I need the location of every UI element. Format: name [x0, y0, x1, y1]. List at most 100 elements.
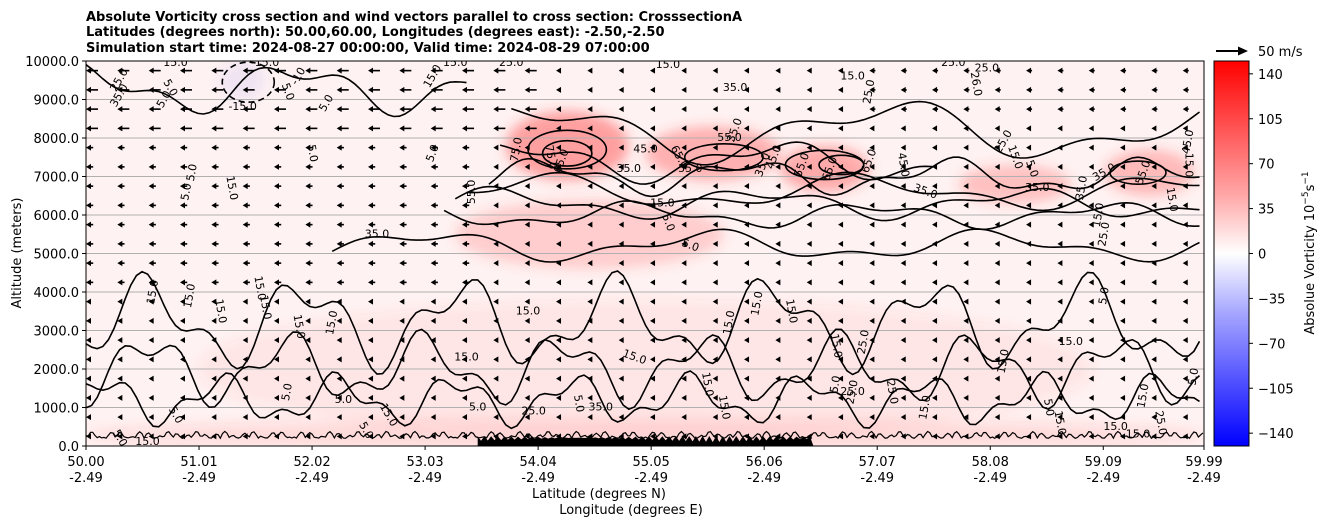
wind-vector-246 — [1026, 317, 1032, 324]
x-tick-label-lat: 59.09 — [1085, 455, 1122, 470]
wind-vector-647 — [1182, 106, 1189, 113]
wind-vector-177 — [1120, 356, 1126, 363]
wind-vector-589 — [493, 125, 506, 132]
wind-vector-428 — [1088, 221, 1094, 228]
contour-label: 55.0 — [717, 131, 742, 144]
wind-vector-568 — [963, 144, 969, 151]
contour-ring-4 — [818, 154, 865, 176]
wind-vector-421 — [869, 221, 875, 228]
wind-vector-534 — [1026, 163, 1032, 170]
wind-vector-282 — [1026, 298, 1032, 305]
wind-vector-477 — [368, 183, 376, 190]
wind-vector-204 — [838, 337, 844, 344]
wind-vector-455 — [806, 202, 812, 209]
wind-vector-515 — [430, 163, 438, 170]
wind-vector-704 — [712, 67, 718, 74]
wind-vector-673 — [869, 86, 876, 93]
wind-vector-389 — [994, 240, 1000, 247]
wind-vector-101 — [994, 394, 1000, 401]
wind-vector-138 — [1026, 375, 1032, 382]
contour-label: 5.0 — [659, 212, 677, 233]
wind-vector-695 — [430, 67, 443, 74]
wind-vector-411 — [556, 221, 562, 228]
contour-ring-1 — [541, 139, 593, 167]
wind-vector-607 — [1057, 125, 1063, 132]
wind-vector-300 — [462, 279, 470, 286]
wind-vector-217 — [117, 317, 123, 324]
wind-vector-210 — [1026, 337, 1032, 344]
wind-vector-625 — [493, 106, 506, 113]
wind-vector-92 — [712, 394, 718, 401]
wind-vector-181 — [117, 337, 123, 344]
wind-vector-251 — [1182, 317, 1188, 324]
horizontal-gridlines — [86, 61, 1204, 446]
wind-vector-709 — [869, 67, 876, 74]
contour-label: 15.0 — [840, 69, 865, 82]
contour-label: 75.0 — [542, 144, 559, 170]
wind-vector-671 — [806, 86, 812, 93]
wind-vector-302 — [524, 279, 530, 286]
wind-vector-327 — [180, 260, 188, 267]
wind-vector-345 — [744, 260, 750, 267]
wind-vector-166 — [775, 356, 781, 363]
wind-vector-315 — [932, 279, 938, 286]
wind-vector-418 — [775, 221, 781, 228]
contour-label: 15.0 — [1135, 383, 1152, 409]
contour-label: 15.0 — [1164, 186, 1181, 212]
wind-vector-604 — [963, 125, 969, 132]
wind-vector-443 — [430, 202, 438, 209]
wind-vector-363 — [180, 240, 188, 247]
wind-vector-6 — [274, 433, 280, 440]
colorbar-tick-label: −140 — [1258, 427, 1294, 442]
wind-vector-458 — [900, 202, 906, 209]
x-axis-label-longitude: Longitude (degrees E) — [559, 503, 703, 518]
contour-line-9 — [86, 370, 1200, 430]
wind-vector-546 — [274, 144, 282, 151]
wind-vector-590 — [524, 125, 537, 132]
wind-vector-91 — [681, 394, 687, 401]
wind-vector-559 — [681, 144, 687, 151]
wind-vector-69 — [1120, 414, 1126, 421]
wind-vector-576 — [86, 125, 98, 132]
wind-vector-45 — [368, 414, 374, 421]
wind-vector-357 — [1120, 260, 1126, 267]
wind-vector-375 — [556, 240, 562, 247]
wind-vector-425 — [994, 221, 1000, 228]
wind-vector-369 — [368, 240, 376, 247]
x-tick-label-lat: 51.01 — [180, 455, 217, 470]
wind-vector-244 — [963, 317, 969, 324]
wind-vector-531 — [932, 163, 938, 170]
wind-vector-385 — [869, 240, 875, 247]
wind-vector-717 — [1120, 67, 1127, 74]
wind-vector-403 — [305, 221, 313, 228]
wind-vector-474 — [274, 183, 282, 190]
wind-vector-480 — [462, 183, 470, 190]
wind-vector-230 — [524, 317, 530, 324]
wind-vector-28 — [963, 433, 969, 440]
wind-vector-430 — [1151, 221, 1157, 228]
wind-vector-84 — [462, 394, 468, 401]
wind-vector-471 — [180, 183, 188, 190]
wind-vector-122 — [524, 375, 530, 382]
wind-vector-203 — [806, 337, 812, 344]
colorbar-tick-label: 140 — [1258, 68, 1283, 83]
wind-vector-371 — [430, 240, 438, 247]
wind-vector-176 — [1088, 356, 1094, 363]
wind-vector-207 — [932, 337, 938, 344]
wind-vector-529 — [869, 163, 875, 170]
wind-vector-631 — [681, 106, 687, 113]
wind-vector-20 — [712, 433, 718, 440]
wind-vector-550 — [399, 144, 407, 151]
contour-label: 15.0 — [656, 58, 681, 71]
wind-vector-460 — [963, 202, 969, 209]
wind-vector-100 — [963, 394, 969, 401]
x-tick-label-lat: 50.00 — [67, 455, 104, 470]
wind-vector-172 — [963, 356, 969, 363]
wind-vector-46 — [399, 414, 405, 421]
contour-label: 5.0 — [305, 144, 321, 163]
wind-vector-105 — [1120, 394, 1126, 401]
wind-vector-638 — [900, 106, 907, 113]
wind-vector-328 — [211, 260, 219, 267]
wind-vector-635 — [806, 106, 812, 113]
